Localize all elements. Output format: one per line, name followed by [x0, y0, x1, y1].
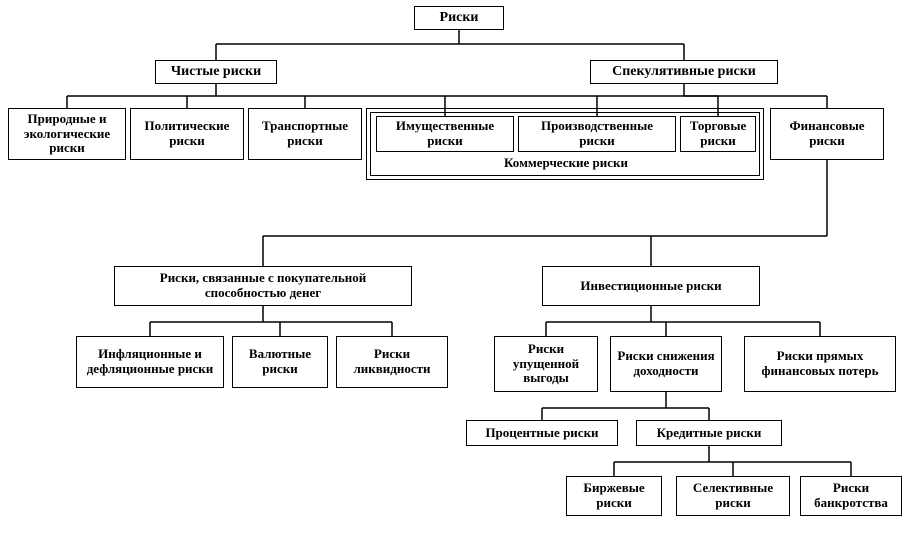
node-label: Транспортные риски	[253, 119, 357, 149]
node-fin: Финансовые риски	[770, 108, 884, 160]
node-yield: Риски снижения доходности	[610, 336, 722, 392]
node-root: Риски	[414, 6, 504, 30]
node-label: Селективные риски	[681, 481, 785, 511]
node-label: Торговые риски	[685, 119, 751, 149]
node-label: Политические риски	[135, 119, 239, 149]
node-label: Риски упущенной выгоды	[499, 342, 593, 387]
node-credit: Кредитные риски	[636, 420, 782, 446]
node-label: Биржевые риски	[571, 481, 657, 511]
node-label: Риски снижения доходности	[615, 349, 717, 379]
node-pure: Чистые риски	[155, 60, 277, 84]
node-label: Финансовые риски	[775, 119, 879, 149]
node-prod: Производственные риски	[518, 116, 676, 152]
node-label: Чистые риски	[171, 64, 261, 80]
node-bankr: Риски банкротства	[800, 476, 902, 516]
node-select: Селективные риски	[676, 476, 790, 516]
node-label: Природные и экологические риски	[13, 112, 121, 157]
node-trade: Торговые риски	[680, 116, 756, 152]
node-label: Кредитные риски	[657, 426, 762, 441]
node-label: Риски	[440, 10, 479, 26]
node-purch: Риски, связанные с покупательной способн…	[114, 266, 412, 306]
node-label: Валютные риски	[237, 347, 323, 377]
node-missed: Риски упущенной выгоды	[494, 336, 598, 392]
node-spec: Спекулятивные риски	[590, 60, 778, 84]
node-prop: Имущественные риски	[376, 116, 514, 152]
node-label: Имущественные риски	[381, 119, 509, 149]
node-infl: Инфляционные и дефляционные риски	[76, 336, 224, 388]
node-nat: Природные и экологические риски	[8, 108, 126, 160]
node-interest: Процентные риски	[466, 420, 618, 446]
node-label: Риски прямых финансовых потерь	[749, 349, 891, 379]
node-label: Инвестиционные риски	[580, 279, 721, 294]
node-label: Производственные риски	[523, 119, 671, 149]
node-liq: Риски ликвидности	[336, 336, 448, 388]
node-label: Риски, связанные с покупательной способн…	[119, 271, 407, 301]
node-label: Инфляционные и дефляционные риски	[81, 347, 219, 377]
node-label: Спекулятивные риски	[612, 64, 756, 80]
node-trans: Транспортные риски	[248, 108, 362, 160]
node-invest: Инвестиционные риски	[542, 266, 760, 306]
node-curr: Валютные риски	[232, 336, 328, 388]
node-exch: Биржевые риски	[566, 476, 662, 516]
node-label: Процентные риски	[485, 426, 598, 441]
node-label: Коммерческие риски	[504, 155, 628, 170]
node-direct: Риски прямых финансовых потерь	[744, 336, 896, 392]
node-label: Риски ликвидности	[341, 347, 443, 377]
commercial-group-label: Коммерческие риски	[376, 155, 756, 175]
node-label: Риски банкротства	[805, 481, 897, 511]
node-polit: Политические риски	[130, 108, 244, 160]
